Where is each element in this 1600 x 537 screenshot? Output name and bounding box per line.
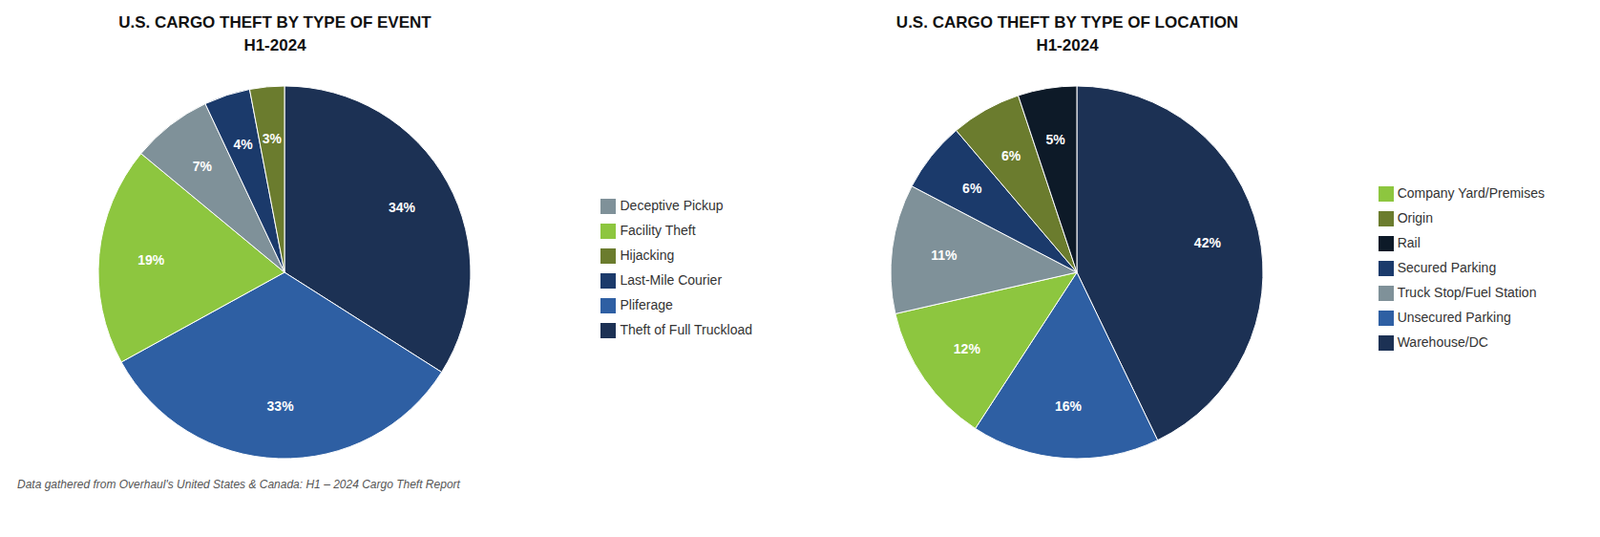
svg-text:7%: 7% <box>192 158 213 174</box>
svg-text:6%: 6% <box>1001 147 1022 163</box>
html-text:U.S. CARGO THEFT BY TYPE OF LO: U.S. CARGO THEFT BY TYPE OF LOCATION <box>896 13 1239 32</box>
svg-text:16%: 16% <box>1054 398 1083 414</box>
svg-text:12%: 12% <box>953 340 982 357</box>
html-text:Secured Parking: Secured Parking <box>1397 259 1497 275</box>
html-text:Warehouse/DC: Warehouse/DC <box>1397 333 1489 350</box>
html-text:U.S. CARGO THEFT BY TYPE OF EV: U.S. CARGO THEFT BY TYPE OF EVENT <box>118 13 432 32</box>
html-text:Facility Theft: Facility Theft <box>620 222 696 238</box>
svg-text:6%: 6% <box>962 180 983 196</box>
html-text:Hijacking: Hijacking <box>620 246 675 263</box>
html-text:Deceptive Pickup: Deceptive Pickup <box>620 197 724 213</box>
svg-text:33%: 33% <box>267 398 295 414</box>
svg-text:42%: 42% <box>1194 233 1222 250</box>
html-text:Company Yard/Premises: Company Yard/Premises <box>1397 184 1545 201</box>
html-text:Pliferage: Pliferage <box>620 296 673 312</box>
svg-text:3%: 3% <box>262 130 283 147</box>
html-text:H1-2024: H1-2024 <box>1036 36 1099 55</box>
html-text:Unsecured Parking: Unsecured Parking <box>1397 308 1511 325</box>
svg-text:34%: 34% <box>388 199 417 215</box>
html-text:Origin: Origin <box>1397 209 1433 225</box>
html-text:H1-2024: H1-2024 <box>243 36 307 55</box>
svg-text:5%: 5% <box>1045 131 1066 148</box>
html-text:Rail: Rail <box>1397 234 1421 250</box>
html-text:Data gathered from Overhaul's: Data gathered from Overhaul's United Sta… <box>17 476 461 491</box>
html-text:Theft of Full Truckload: Theft of Full Truckload <box>620 321 753 337</box>
svg-text:19%: 19% <box>137 251 166 267</box>
html-text:Truck Stop/Fuel Station: Truck Stop/Fuel Station <box>1397 284 1537 300</box>
svg-text:11%: 11% <box>930 247 958 263</box>
svg-text:4%: 4% <box>232 136 253 152</box>
html-text:Last-Mile Courier: Last-Mile Courier <box>620 271 722 287</box>
